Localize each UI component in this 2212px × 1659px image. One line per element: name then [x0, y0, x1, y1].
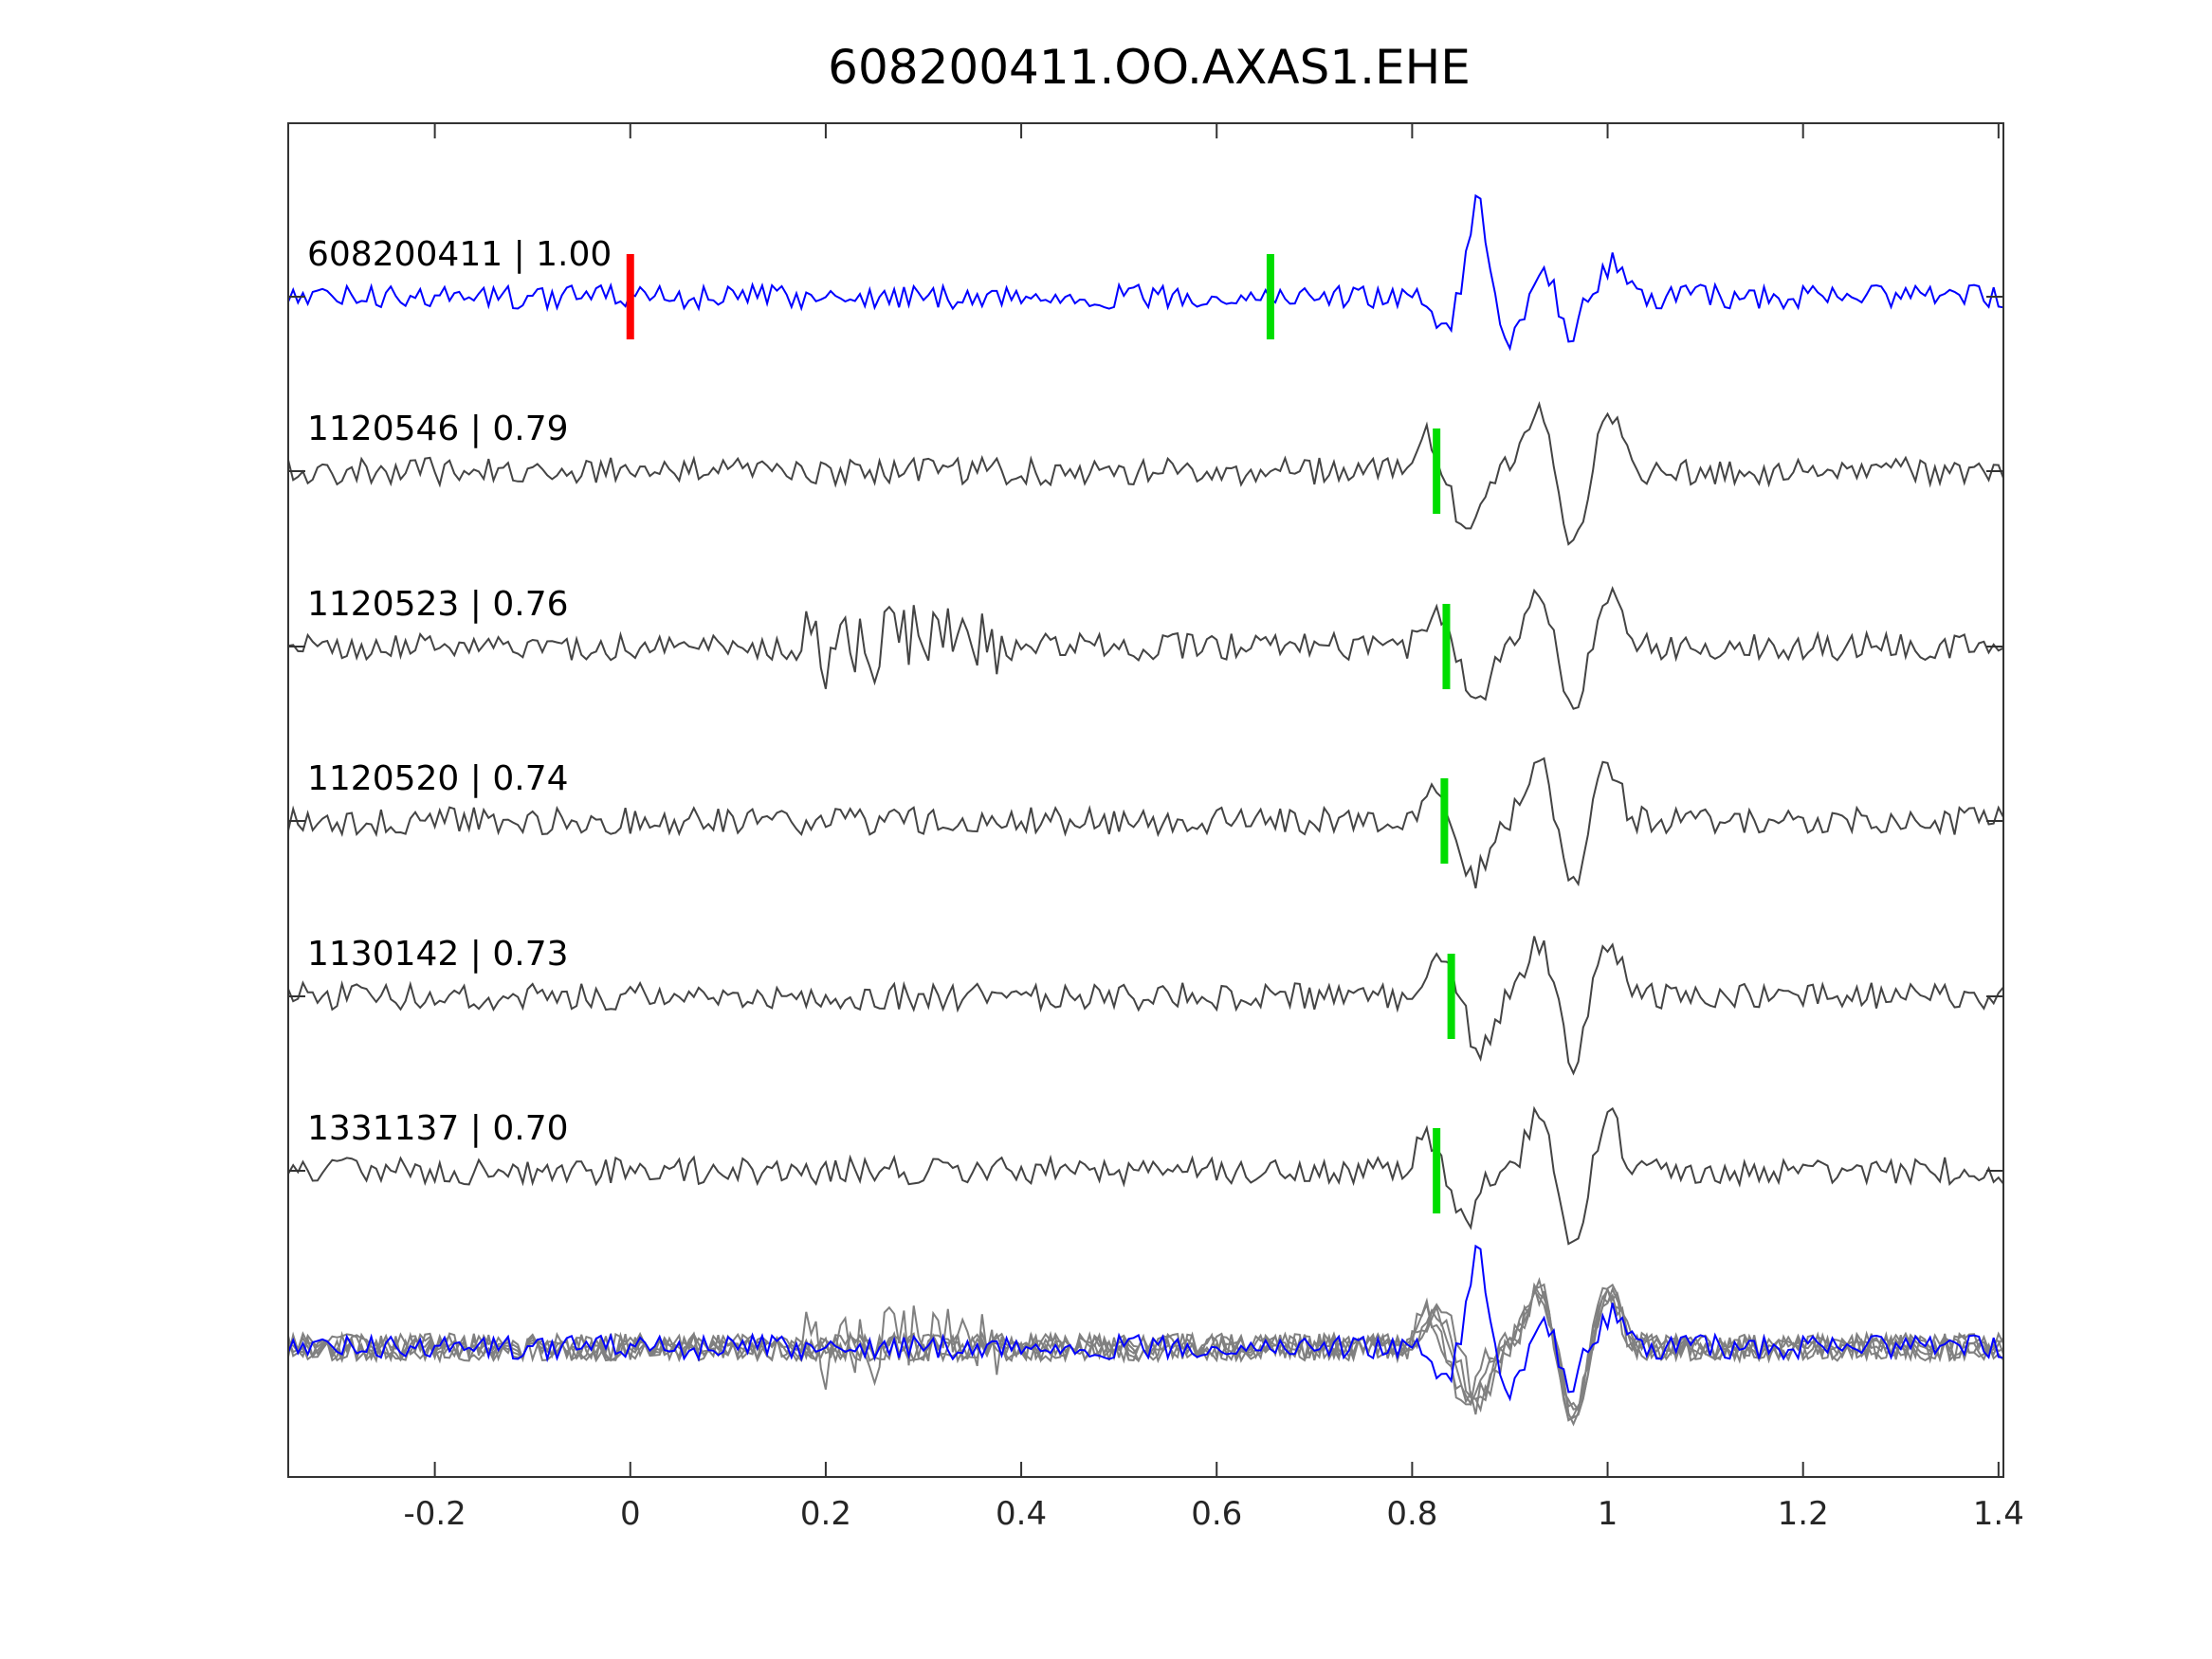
trace-label: 1120520 | 0.74: [307, 759, 569, 798]
x-tick-label: 1.4: [1973, 1495, 2024, 1533]
overlay-waveform-1130142: [287, 1286, 2004, 1427]
x-tick-label: 0.4: [996, 1495, 1047, 1533]
x-tick-label: 0.6: [1191, 1495, 1242, 1533]
x-tick-label: 0.8: [1386, 1495, 1437, 1533]
trace-label: 1120546 | 0.79: [307, 410, 569, 448]
x-tick-label: 0: [620, 1495, 641, 1533]
waveform-1120523: [287, 586, 2004, 710]
trace-label: 1120523 | 0.76: [307, 585, 569, 624]
trace-label: 608200411 | 1.00: [307, 235, 612, 274]
waveform-1120546: [287, 401, 2004, 546]
waveform-1120520: [287, 757, 2004, 889]
waveform-1130142: [287, 936, 2004, 1076]
x-tick-label: 1: [1598, 1495, 1618, 1533]
overlay-waveform-608200411: [287, 1244, 2004, 1402]
x-tick-label: 1.2: [1778, 1495, 1829, 1533]
trace-label: 1130142 | 0.73: [307, 935, 569, 974]
x-tick-label: 0.2: [800, 1495, 851, 1533]
chart-title: 608200411.OO.AXAS1.EHE: [828, 40, 1471, 95]
waveform-1331137: [287, 1105, 2004, 1246]
trace-label: 1331137 | 0.70: [307, 1109, 569, 1148]
x-tick-label: -0.2: [403, 1495, 466, 1533]
waveform-608200411: [287, 193, 2004, 352]
plot-frame: [287, 122, 2004, 1478]
